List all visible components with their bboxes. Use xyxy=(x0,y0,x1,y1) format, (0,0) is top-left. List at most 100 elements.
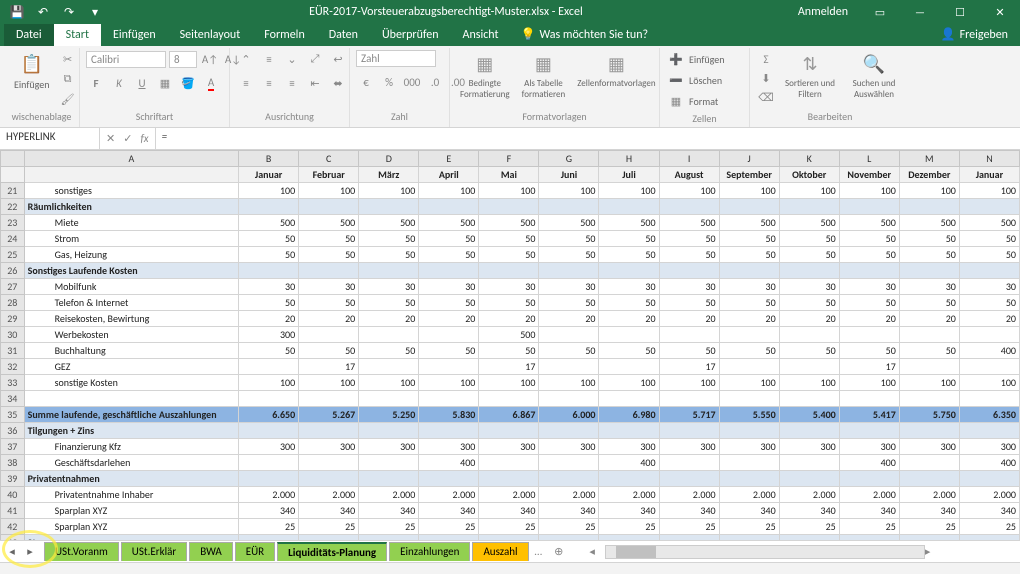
cell[interactable]: 30 xyxy=(839,279,899,295)
cell[interactable] xyxy=(239,455,299,471)
cell[interactable]: Räumlichkeiten xyxy=(24,199,239,215)
cell[interactable]: 20 xyxy=(659,311,719,327)
row-header[interactable]: 22 xyxy=(1,199,25,215)
cell[interactable]: 30 xyxy=(779,279,839,295)
login-link[interactable]: Anmelden xyxy=(786,5,860,19)
cell[interactable]: 25 xyxy=(479,519,539,535)
cell[interactable]: 50 xyxy=(719,343,779,359)
col-header[interactable]: H xyxy=(599,151,659,167)
cell[interactable]: März xyxy=(359,167,419,183)
sheet-tab[interactable]: Liquiditäts-Planung xyxy=(277,542,387,561)
cell[interactable] xyxy=(539,359,599,375)
cell[interactable]: 300 xyxy=(719,439,779,455)
cell[interactable]: 25 xyxy=(299,519,359,535)
cell[interactable] xyxy=(719,327,779,343)
cell[interactable]: 50 xyxy=(599,295,659,311)
cell[interactable]: 340 xyxy=(899,503,959,519)
wrap-icon[interactable]: ↩ xyxy=(328,50,348,68)
cell[interactable]: Sparplan XYZ xyxy=(24,519,239,535)
cell[interactable]: 50 xyxy=(839,231,899,247)
cell[interactable]: 300 xyxy=(359,439,419,455)
cell[interactable]: 50 xyxy=(239,231,299,247)
cell[interactable]: 2.000 xyxy=(839,487,899,503)
tab-review[interactable]: Überprüfen xyxy=(370,24,451,46)
fill-icon[interactable]: 🪣 xyxy=(178,74,198,92)
cell[interactable]: 50 xyxy=(479,247,539,263)
cell[interactable]: April xyxy=(419,167,479,183)
cell[interactable] xyxy=(779,263,839,279)
cell[interactable] xyxy=(299,327,359,343)
cell[interactable]: 300 xyxy=(419,439,479,455)
row-header[interactable]: 42 xyxy=(1,519,25,535)
row-header[interactable]: 32 xyxy=(1,359,25,375)
cell[interactable]: 50 xyxy=(719,247,779,263)
cell[interactable] xyxy=(899,199,959,215)
cell[interactable]: 500 xyxy=(359,215,419,231)
tab-view[interactable]: Ansicht xyxy=(451,24,511,46)
cell[interactable] xyxy=(959,263,1019,279)
sheet-tab[interactable]: Auszahl xyxy=(472,542,528,561)
row-header[interactable]: 28 xyxy=(1,295,25,311)
cell[interactable]: 30 xyxy=(299,279,359,295)
row-header[interactable]: 29 xyxy=(1,311,25,327)
cell[interactable] xyxy=(779,359,839,375)
cell[interactable]: 50 xyxy=(359,231,419,247)
cell[interactable]: 2.000 xyxy=(359,487,419,503)
cell[interactable]: 340 xyxy=(239,503,299,519)
cell[interactable] xyxy=(539,423,599,439)
cell[interactable] xyxy=(719,199,779,215)
cell[interactable]: 340 xyxy=(479,503,539,519)
cell[interactable] xyxy=(899,391,959,407)
cell[interactable]: 50 xyxy=(599,343,659,359)
cell[interactable]: Juli xyxy=(599,167,659,183)
cell[interactable] xyxy=(959,471,1019,487)
cell[interactable] xyxy=(599,471,659,487)
cell[interactable]: 25 xyxy=(539,519,599,535)
row-header[interactable]: 23 xyxy=(1,215,25,231)
cell[interactable] xyxy=(539,327,599,343)
cell[interactable]: 340 xyxy=(779,503,839,519)
cell[interactable]: GEZ xyxy=(24,359,239,375)
cell[interactable]: 50 xyxy=(359,247,419,263)
clear-icon[interactable]: ⌫ xyxy=(756,88,776,106)
cell[interactable]: Januar xyxy=(959,167,1019,183)
sheet-tab[interactable]: Einzahlungen xyxy=(389,542,470,561)
cell[interactable]: 50 xyxy=(299,231,359,247)
cell[interactable] xyxy=(899,359,959,375)
cell[interactable]: 100 xyxy=(959,375,1019,391)
cell[interactable]: 50 xyxy=(779,247,839,263)
cell[interactable]: 50 xyxy=(779,343,839,359)
cell[interactable]: 100 xyxy=(599,183,659,199)
cell[interactable]: 2.000 xyxy=(419,487,479,503)
bold-icon[interactable]: F xyxy=(86,74,106,92)
cell[interactable] xyxy=(419,471,479,487)
cell[interactable] xyxy=(719,455,779,471)
cell[interactable]: 2.000 xyxy=(779,487,839,503)
cell[interactable]: 50 xyxy=(419,231,479,247)
cell[interactable]: 340 xyxy=(539,503,599,519)
cell[interactable]: 100 xyxy=(359,183,419,199)
merge-icon[interactable]: ⬌ xyxy=(328,74,348,92)
cell[interactable]: 500 xyxy=(239,215,299,231)
cell[interactable]: 20 xyxy=(779,311,839,327)
cell[interactable]: 25 xyxy=(659,519,719,535)
cell[interactable]: Miete xyxy=(24,215,239,231)
cell[interactable]: 50 xyxy=(959,295,1019,311)
cell[interactable]: Buchhaltung xyxy=(24,343,239,359)
format-cells[interactable]: ▦Format xyxy=(666,92,718,110)
cell[interactable]: 500 xyxy=(959,215,1019,231)
row-header[interactable]: 40 xyxy=(1,487,25,503)
cell[interactable]: 30 xyxy=(239,279,299,295)
cell[interactable]: 30 xyxy=(659,279,719,295)
cell[interactable] xyxy=(899,263,959,279)
cell[interactable]: 25 xyxy=(899,519,959,535)
cell[interactable]: 100 xyxy=(239,375,299,391)
hscroll-left-icon[interactable]: ◂ xyxy=(589,545,595,558)
cell[interactable] xyxy=(659,471,719,487)
row-header[interactable]: 30 xyxy=(1,327,25,343)
row-header[interactable]: 37 xyxy=(1,439,25,455)
cell[interactable] xyxy=(419,359,479,375)
cell[interactable]: 50 xyxy=(839,295,899,311)
cell[interactable]: 6.000 xyxy=(539,407,599,423)
cell[interactable]: sonstiges xyxy=(24,183,239,199)
